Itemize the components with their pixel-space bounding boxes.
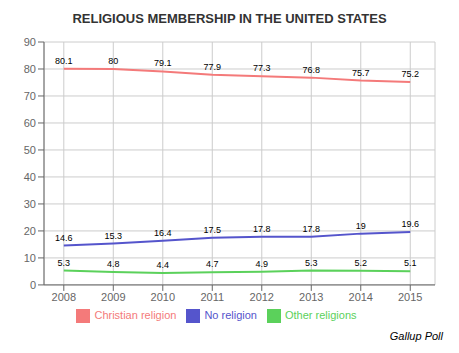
svg-text:4.8: 4.8 (107, 259, 120, 269)
svg-text:77.3: 77.3 (253, 63, 271, 73)
svg-text:2012: 2012 (250, 291, 274, 303)
svg-text:4.4: 4.4 (157, 260, 170, 270)
svg-text:2008: 2008 (52, 291, 76, 303)
svg-text:2015: 2015 (398, 291, 422, 303)
svg-text:30: 30 (24, 198, 36, 210)
svg-text:4.9: 4.9 (256, 259, 269, 269)
svg-text:75.7: 75.7 (352, 68, 370, 78)
svg-text:4.7: 4.7 (206, 259, 219, 269)
html-text:RELIGIOUS MEMBERSHIP IN THE UN: RELIGIOUS MEMBERSHIP IN THE UNITED STATE… (72, 11, 387, 26)
svg-text:2009: 2009 (101, 291, 125, 303)
svg-text:17.8: 17.8 (253, 224, 271, 234)
svg-text:5.2: 5.2 (355, 258, 368, 268)
svg-text:70: 70 (24, 90, 36, 102)
svg-text:5.3: 5.3 (58, 258, 71, 268)
svg-text:50: 50 (24, 144, 36, 156)
svg-text:17.8: 17.8 (303, 224, 321, 234)
svg-text:60: 60 (24, 117, 36, 129)
html-text:Christian religion: Christian religion (94, 308, 177, 321)
svg-text:2010: 2010 (151, 291, 175, 303)
svg-text:79.1: 79.1 (154, 58, 172, 68)
svg-text:80: 80 (24, 63, 36, 75)
svg-text:19.6: 19.6 (401, 219, 419, 229)
html-text:Other religions: Other religions (285, 308, 357, 321)
svg-text:75.2: 75.2 (401, 69, 419, 79)
svg-text:80: 80 (108, 56, 118, 66)
svg-text:77.9: 77.9 (204, 62, 222, 72)
svg-text:76.8: 76.8 (303, 65, 321, 75)
svg-text:16.4: 16.4 (154, 228, 172, 238)
svg-text:80.1: 80.1 (55, 56, 73, 66)
html-text:Gallup Poll: Gallup Poll (389, 330, 443, 342)
svg-text:2011: 2011 (200, 291, 224, 303)
svg-text:10: 10 (24, 252, 36, 264)
svg-text:19: 19 (356, 221, 366, 231)
html-text:No religion: No religion (204, 308, 257, 321)
svg-text:90: 90 (24, 36, 36, 48)
svg-text:5.1: 5.1 (404, 258, 417, 268)
svg-text:5.3: 5.3 (305, 258, 318, 268)
svg-text:20: 20 (24, 225, 36, 237)
svg-text:2014: 2014 (349, 291, 373, 303)
svg-text:0: 0 (30, 279, 36, 291)
svg-text:40: 40 (24, 171, 36, 183)
svg-text:2013: 2013 (299, 291, 323, 303)
svg-text:17.5: 17.5 (204, 225, 222, 235)
svg-text:15.3: 15.3 (105, 231, 123, 241)
svg-text:14.6: 14.6 (55, 233, 73, 243)
